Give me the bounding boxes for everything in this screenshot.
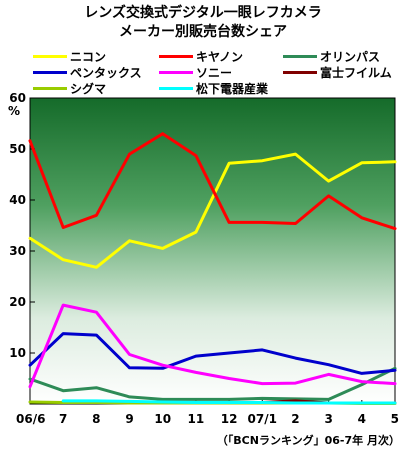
chart-title: レンズ交換式デジタル一眼レフカメラ メーカー別販売台数シェア	[0, 4, 406, 42]
legend-item: ニコン	[33, 48, 106, 64]
x-tick-label: 4	[358, 412, 366, 426]
series-line-4	[28, 303, 397, 389]
legend-item: 富士フイルム	[283, 64, 392, 80]
legend-label: シグマ	[70, 81, 107, 96]
chart-title-line-1: レンズ交換式デジタル一眼レフカメラ	[84, 5, 322, 21]
legend-label: ソニー	[196, 65, 233, 80]
x-tick-label: 12	[221, 412, 238, 426]
series-line-2	[28, 366, 397, 401]
legend-label: ニコン	[70, 49, 107, 64]
x-tick-label: 2	[291, 412, 299, 426]
x-tick-label: 06/6	[16, 412, 45, 426]
legend-swatch	[159, 86, 193, 90]
legend-item: ソニー	[159, 64, 232, 80]
y-axis: 10 20 30 40 50 60	[9, 91, 35, 360]
y-tick-label: 10	[9, 346, 26, 360]
legend-label: 富士フイルム	[320, 65, 392, 80]
y-tick-label: 40	[9, 193, 26, 207]
x-tick-label: 5	[391, 412, 399, 426]
legend-item: シグマ	[33, 80, 106, 96]
x-tick-label: 8	[92, 412, 100, 426]
x-tick-label: 3	[324, 412, 332, 426]
legend-item: ペンタックス	[33, 64, 142, 80]
y-tick-label: 60	[9, 91, 26, 105]
footnote: （「BCNランキング」06-7年 月次）	[216, 434, 400, 447]
legend-label: 松下電器産業	[196, 81, 269, 96]
series-line-1	[28, 132, 397, 231]
legend-swatch	[33, 70, 67, 74]
series-lines	[28, 132, 397, 405]
series-line-3	[28, 332, 397, 375]
x-tick-label: 11	[188, 412, 205, 426]
plot-area	[29, 97, 396, 405]
legend-swatch	[159, 54, 193, 58]
y-tick-label: 50	[9, 142, 26, 156]
y-tick-label: 30	[9, 244, 26, 258]
legend-item: 松下電器産業	[159, 80, 268, 96]
legend-swatch	[159, 70, 193, 74]
chart-legend: ニコン キヤノン オリンパスペンタックス ソニー 富士フイルムシグマ 松下電器産業	[31, 48, 401, 97]
y-tick-label: 20	[9, 295, 26, 309]
legend-swatch	[33, 54, 67, 58]
x-tick-label: 9	[125, 412, 133, 426]
x-axis: 06/6 7 8 9 10 11 12 07/1 2 3 4 5	[16, 400, 399, 426]
x-tick-label: 07/1	[248, 412, 277, 426]
legend-swatch	[33, 86, 67, 90]
y-axis-label: %	[8, 104, 21, 118]
legend-label: キヤノン	[196, 49, 244, 64]
x-tick-label: 7	[59, 412, 67, 426]
legend-item: キヤノン	[159, 48, 243, 64]
legend-label: オリンパス	[320, 49, 381, 64]
series-line-7	[61, 399, 397, 405]
legend-label: ペンタックス	[70, 65, 142, 80]
chart-title-line-2: メーカー別販売台数シェア	[119, 24, 287, 40]
legend-swatch	[283, 70, 317, 74]
series-line-0	[28, 152, 397, 269]
x-tick-label: 10	[154, 412, 171, 426]
legend-item: オリンパス	[283, 48, 380, 64]
legend-swatch	[283, 54, 317, 58]
